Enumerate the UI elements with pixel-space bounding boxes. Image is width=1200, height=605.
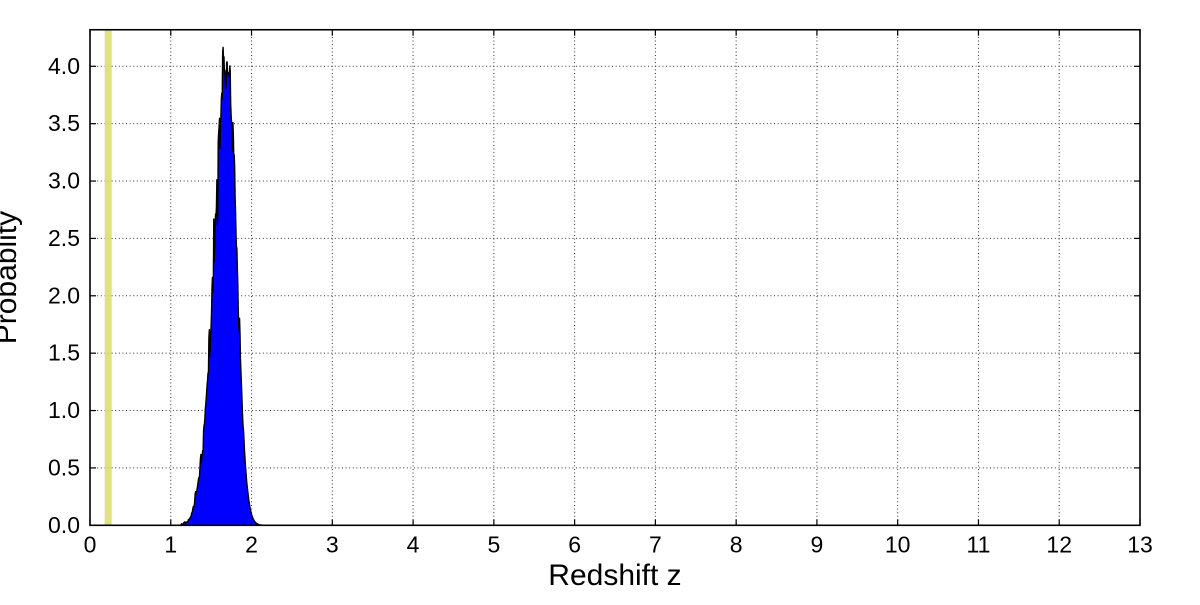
svg-text:12: 12 — [1046, 531, 1072, 557]
svg-text:10: 10 — [885, 531, 911, 557]
svg-text:1: 1 — [164, 531, 177, 557]
svg-text:11: 11 — [967, 531, 991, 557]
svg-text:2.0: 2.0 — [48, 282, 80, 308]
svg-text:5: 5 — [487, 531, 500, 557]
svg-text:2.5: 2.5 — [48, 225, 80, 251]
svg-text:13: 13 — [1127, 531, 1153, 557]
svg-text:3.5: 3.5 — [48, 110, 80, 136]
svg-text:1.0: 1.0 — [48, 397, 80, 423]
svg-text:4.0: 4.0 — [48, 53, 80, 79]
svg-text:3.0: 3.0 — [48, 168, 80, 194]
svg-text:8: 8 — [730, 531, 743, 557]
svg-text:6: 6 — [568, 531, 581, 557]
svg-text:3: 3 — [326, 531, 339, 557]
svg-text:0.0: 0.0 — [48, 512, 80, 538]
svg-text:0.5: 0.5 — [48, 454, 80, 480]
svg-text:7: 7 — [649, 531, 662, 557]
svg-text:1.5: 1.5 — [48, 340, 80, 366]
svg-text:4: 4 — [407, 531, 420, 557]
svg-text:9: 9 — [811, 531, 824, 557]
svg-text:Probablity: Probablity — [0, 211, 23, 344]
svg-text:0: 0 — [84, 531, 97, 557]
svg-text:Redshift z: Redshift z — [548, 559, 681, 592]
svg-text:2: 2 — [245, 531, 258, 557]
